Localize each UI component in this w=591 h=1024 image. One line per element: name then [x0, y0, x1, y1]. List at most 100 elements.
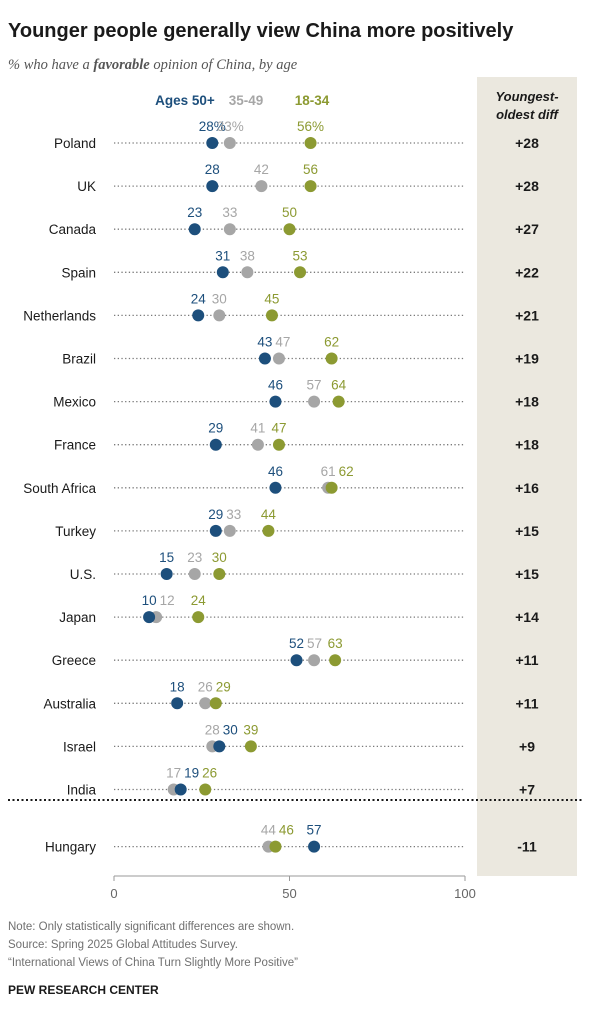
country-label: Australia: [43, 696, 96, 711]
data-label: 12: [160, 593, 175, 608]
data-label: 29: [208, 507, 223, 522]
data-point: [209, 438, 222, 451]
data-label: 43: [257, 335, 272, 350]
country-label: Mexico: [53, 395, 96, 410]
data-label: 57: [307, 636, 322, 651]
diff-value: +7: [519, 782, 535, 798]
data-label: 33: [222, 205, 237, 220]
data-label: 24: [191, 291, 207, 306]
data-point: [325, 481, 338, 494]
chart-title: Younger people generally view China more…: [8, 20, 514, 42]
x-tick-label: 0: [110, 886, 117, 901]
data-label: 24: [191, 593, 207, 608]
data-label: 47: [271, 421, 286, 436]
subtitle-emphasis: favorable: [93, 57, 150, 73]
diff-value: +15: [515, 523, 539, 539]
report-title-line: “International Views of China Turn Sligh…: [8, 957, 298, 969]
source-line: Source: Spring 2025 Global Attitudes Sur…: [8, 939, 238, 951]
subtitle-prefix: % who have a: [8, 57, 94, 73]
diff-value: +11: [516, 652, 539, 668]
data-label: 23: [187, 205, 202, 220]
diff-value: +21: [515, 307, 539, 323]
country-label: South Africa: [23, 481, 96, 496]
data-label: 61: [321, 464, 336, 479]
diff-column-panel: [477, 77, 577, 876]
data-label: 45: [264, 291, 279, 306]
x-tick-label: 100: [454, 886, 476, 901]
data-point: [269, 395, 282, 408]
diff-value: +18: [515, 394, 539, 410]
data-point: [304, 137, 317, 149]
legend-entry: 18-34: [295, 93, 330, 108]
note-line: Note: Only statistically significant dif…: [8, 921, 295, 933]
data-point: [329, 654, 342, 667]
diff-value: +28: [515, 135, 539, 151]
country-label: Turkey: [55, 524, 96, 539]
data-point: [304, 180, 317, 193]
data-point: [294, 266, 307, 279]
data-point: [213, 568, 226, 580]
data-label: 47: [275, 335, 290, 350]
data-label: 17: [166, 766, 181, 781]
data-label: 30: [212, 291, 227, 306]
notes: Note: Only statistically significant dif…: [8, 918, 298, 972]
data-point: [174, 783, 187, 796]
data-point: [199, 783, 212, 796]
data-label: 44: [261, 823, 277, 838]
data-point: [188, 223, 201, 236]
data-label: 10: [142, 593, 157, 608]
data-point: [192, 611, 205, 624]
diff-value: +28: [515, 178, 539, 194]
data-label: 18: [170, 679, 185, 694]
data-label: 26: [202, 766, 217, 781]
legend-entry: 35-49: [229, 93, 264, 108]
data-label: 46: [268, 464, 283, 479]
data-point: [258, 352, 271, 365]
data-point: [325, 352, 338, 365]
country-label: Japan: [59, 610, 96, 625]
diff-value: +18: [515, 437, 539, 453]
data-label: 62: [339, 464, 354, 479]
data-point: [332, 395, 345, 408]
country-label: Hungary: [45, 840, 96, 855]
data-label: 30: [212, 550, 227, 565]
data-point: [213, 309, 226, 322]
country-label: Canada: [49, 222, 97, 237]
country-label: Netherlands: [23, 308, 96, 323]
data-label: 15: [159, 550, 174, 565]
country-label: Poland: [54, 136, 96, 151]
data-label: 46: [279, 823, 294, 838]
data-label: 28: [205, 722, 220, 737]
data-label: 52: [289, 636, 304, 651]
data-point: [269, 481, 282, 494]
country-label: France: [54, 438, 96, 453]
diff-value: -11: [517, 839, 537, 855]
data-label: 29: [208, 421, 223, 436]
data-label: 30: [223, 722, 238, 737]
data-label: 29: [216, 679, 231, 694]
data-point: [206, 180, 219, 193]
data-label: 26: [198, 679, 213, 694]
data-label: 33%: [217, 119, 244, 134]
x-tick-label: 50: [282, 886, 296, 901]
legend-entry: Ages 50+: [155, 93, 215, 108]
diff-header-line-2: oldest diff: [496, 107, 560, 122]
data-point: [209, 524, 222, 537]
data-label: 64: [331, 378, 347, 393]
data-label: 42: [254, 162, 269, 177]
data-point: [241, 266, 254, 279]
diff-value: +14: [515, 609, 539, 625]
data-point: [192, 309, 205, 322]
country-label: Brazil: [62, 352, 96, 367]
country-label: UK: [77, 179, 96, 194]
data-point: [244, 740, 257, 753]
diff-value: +19: [515, 351, 539, 367]
source-organization: PEW RESEARCH CENTER: [8, 983, 159, 997]
data-point: [272, 438, 285, 451]
data-label: 33: [226, 507, 241, 522]
data-point: [255, 180, 268, 193]
data-label: 57: [307, 823, 322, 838]
data-point: [171, 697, 184, 710]
data-label: 53: [293, 248, 308, 263]
data-point: [209, 697, 222, 710]
